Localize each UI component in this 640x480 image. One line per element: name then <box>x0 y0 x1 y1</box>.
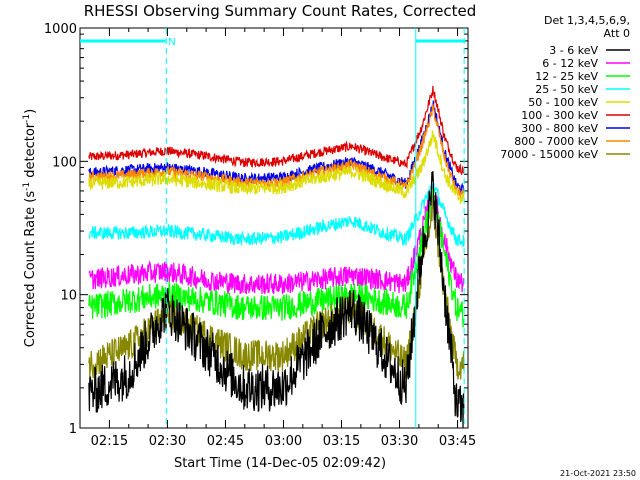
y-tick-label: 1000 <box>44 22 77 37</box>
series-line <box>88 183 465 248</box>
legend-header-attenuator: Att 0 <box>604 27 630 40</box>
plot-area <box>79 27 469 429</box>
y-tick-label: 1 <box>69 422 77 437</box>
series-line <box>88 104 465 199</box>
y-axis-label: Corrected Count Rate (s-1 detector-1) <box>22 109 38 347</box>
series-line <box>88 188 465 328</box>
series-line <box>88 85 465 176</box>
series-line <box>88 186 465 295</box>
series-line <box>88 170 465 429</box>
series-line <box>88 130 465 205</box>
chart-title: RHESSI Observing Summary Count Rates, Co… <box>84 2 477 20</box>
axis-ticks: 02:15 02:30 02:45 03:00 03:15 03:30 03:45 1 10 10… <box>44 22 476 449</box>
x-tick-label: 03:00 <box>265 434 302 449</box>
legend-header-detectors: Det 1,3,4,5,6,9, <box>544 14 630 27</box>
night-marker-label: N <box>168 37 175 48</box>
x-tick-label: 02:15 <box>91 434 128 449</box>
legend-entry-label: 6 - 12 keV <box>542 57 598 70</box>
x-axis-label: Start Time (14-Dec-05 02:09:42) <box>174 456 386 471</box>
y-tick-label: 10 <box>60 289 77 304</box>
x-tick-label: 02:30 <box>149 434 186 449</box>
y-tick-label: 100 <box>52 155 77 170</box>
x-tick-label: 03:15 <box>323 434 360 449</box>
x-tick-label: 02:45 <box>207 434 244 449</box>
x-tick-label: 03:45 <box>439 434 476 449</box>
legend-entry-label: 800 - 7000 keV <box>514 135 598 148</box>
series-lines <box>88 85 465 429</box>
legend-entry-label: 7000 - 15000 keV <box>500 148 598 161</box>
x-tick-label: 03:30 <box>381 434 418 449</box>
legend-entry-label: 100 - 300 keV <box>521 109 598 122</box>
legend-entry-label: 300 - 800 keV <box>521 122 598 135</box>
legend-entry-label: 50 - 100 keV <box>528 96 598 109</box>
plot-frame <box>79 27 469 429</box>
legend-entry-label: 3 - 6 keV <box>549 44 598 57</box>
legend-entry-label: 12 - 25 keV <box>535 70 598 83</box>
night-markers: N <box>80 28 466 428</box>
legend-entry-label: 25 - 50 keV <box>535 83 598 96</box>
generation-timestamp: 21-Oct-2021 23:50 <box>560 469 636 478</box>
